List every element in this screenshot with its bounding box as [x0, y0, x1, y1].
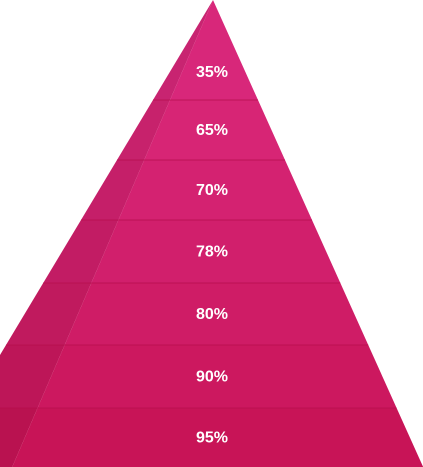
value-label: 65% — [196, 122, 228, 139]
pyramid-side — [6, 283, 92, 345]
pyramid-side — [117, 100, 170, 160]
pyramid-side — [43, 220, 119, 283]
value-label: 70% — [196, 182, 228, 199]
pyramid-segment — [144, 100, 285, 160]
value-label: 35% — [196, 64, 228, 81]
pyramid-side — [0, 408, 38, 467]
value-label: 78% — [196, 244, 228, 261]
pyramid-segment — [64, 283, 369, 345]
side-shade — [117, 100, 170, 160]
pyramid-segment — [118, 160, 313, 220]
side-shade — [0, 408, 38, 467]
side-shade — [6, 283, 92, 345]
side-shade — [81, 160, 145, 220]
pyramid-side — [153, 0, 213, 100]
pyramid-segment — [37, 345, 397, 408]
pyramid-segment — [91, 220, 341, 283]
pyramid-side — [81, 160, 145, 220]
side-shade — [43, 220, 119, 283]
pyramid-segment — [170, 0, 258, 100]
pyramid-segment — [12, 408, 423, 467]
value-label: 95% — [196, 430, 228, 447]
value-label: 80% — [196, 306, 228, 323]
value-label: 90% — [196, 369, 228, 386]
side-shade — [0, 345, 65, 408]
side-shade — [153, 0, 213, 100]
pyramid-side — [0, 345, 65, 408]
